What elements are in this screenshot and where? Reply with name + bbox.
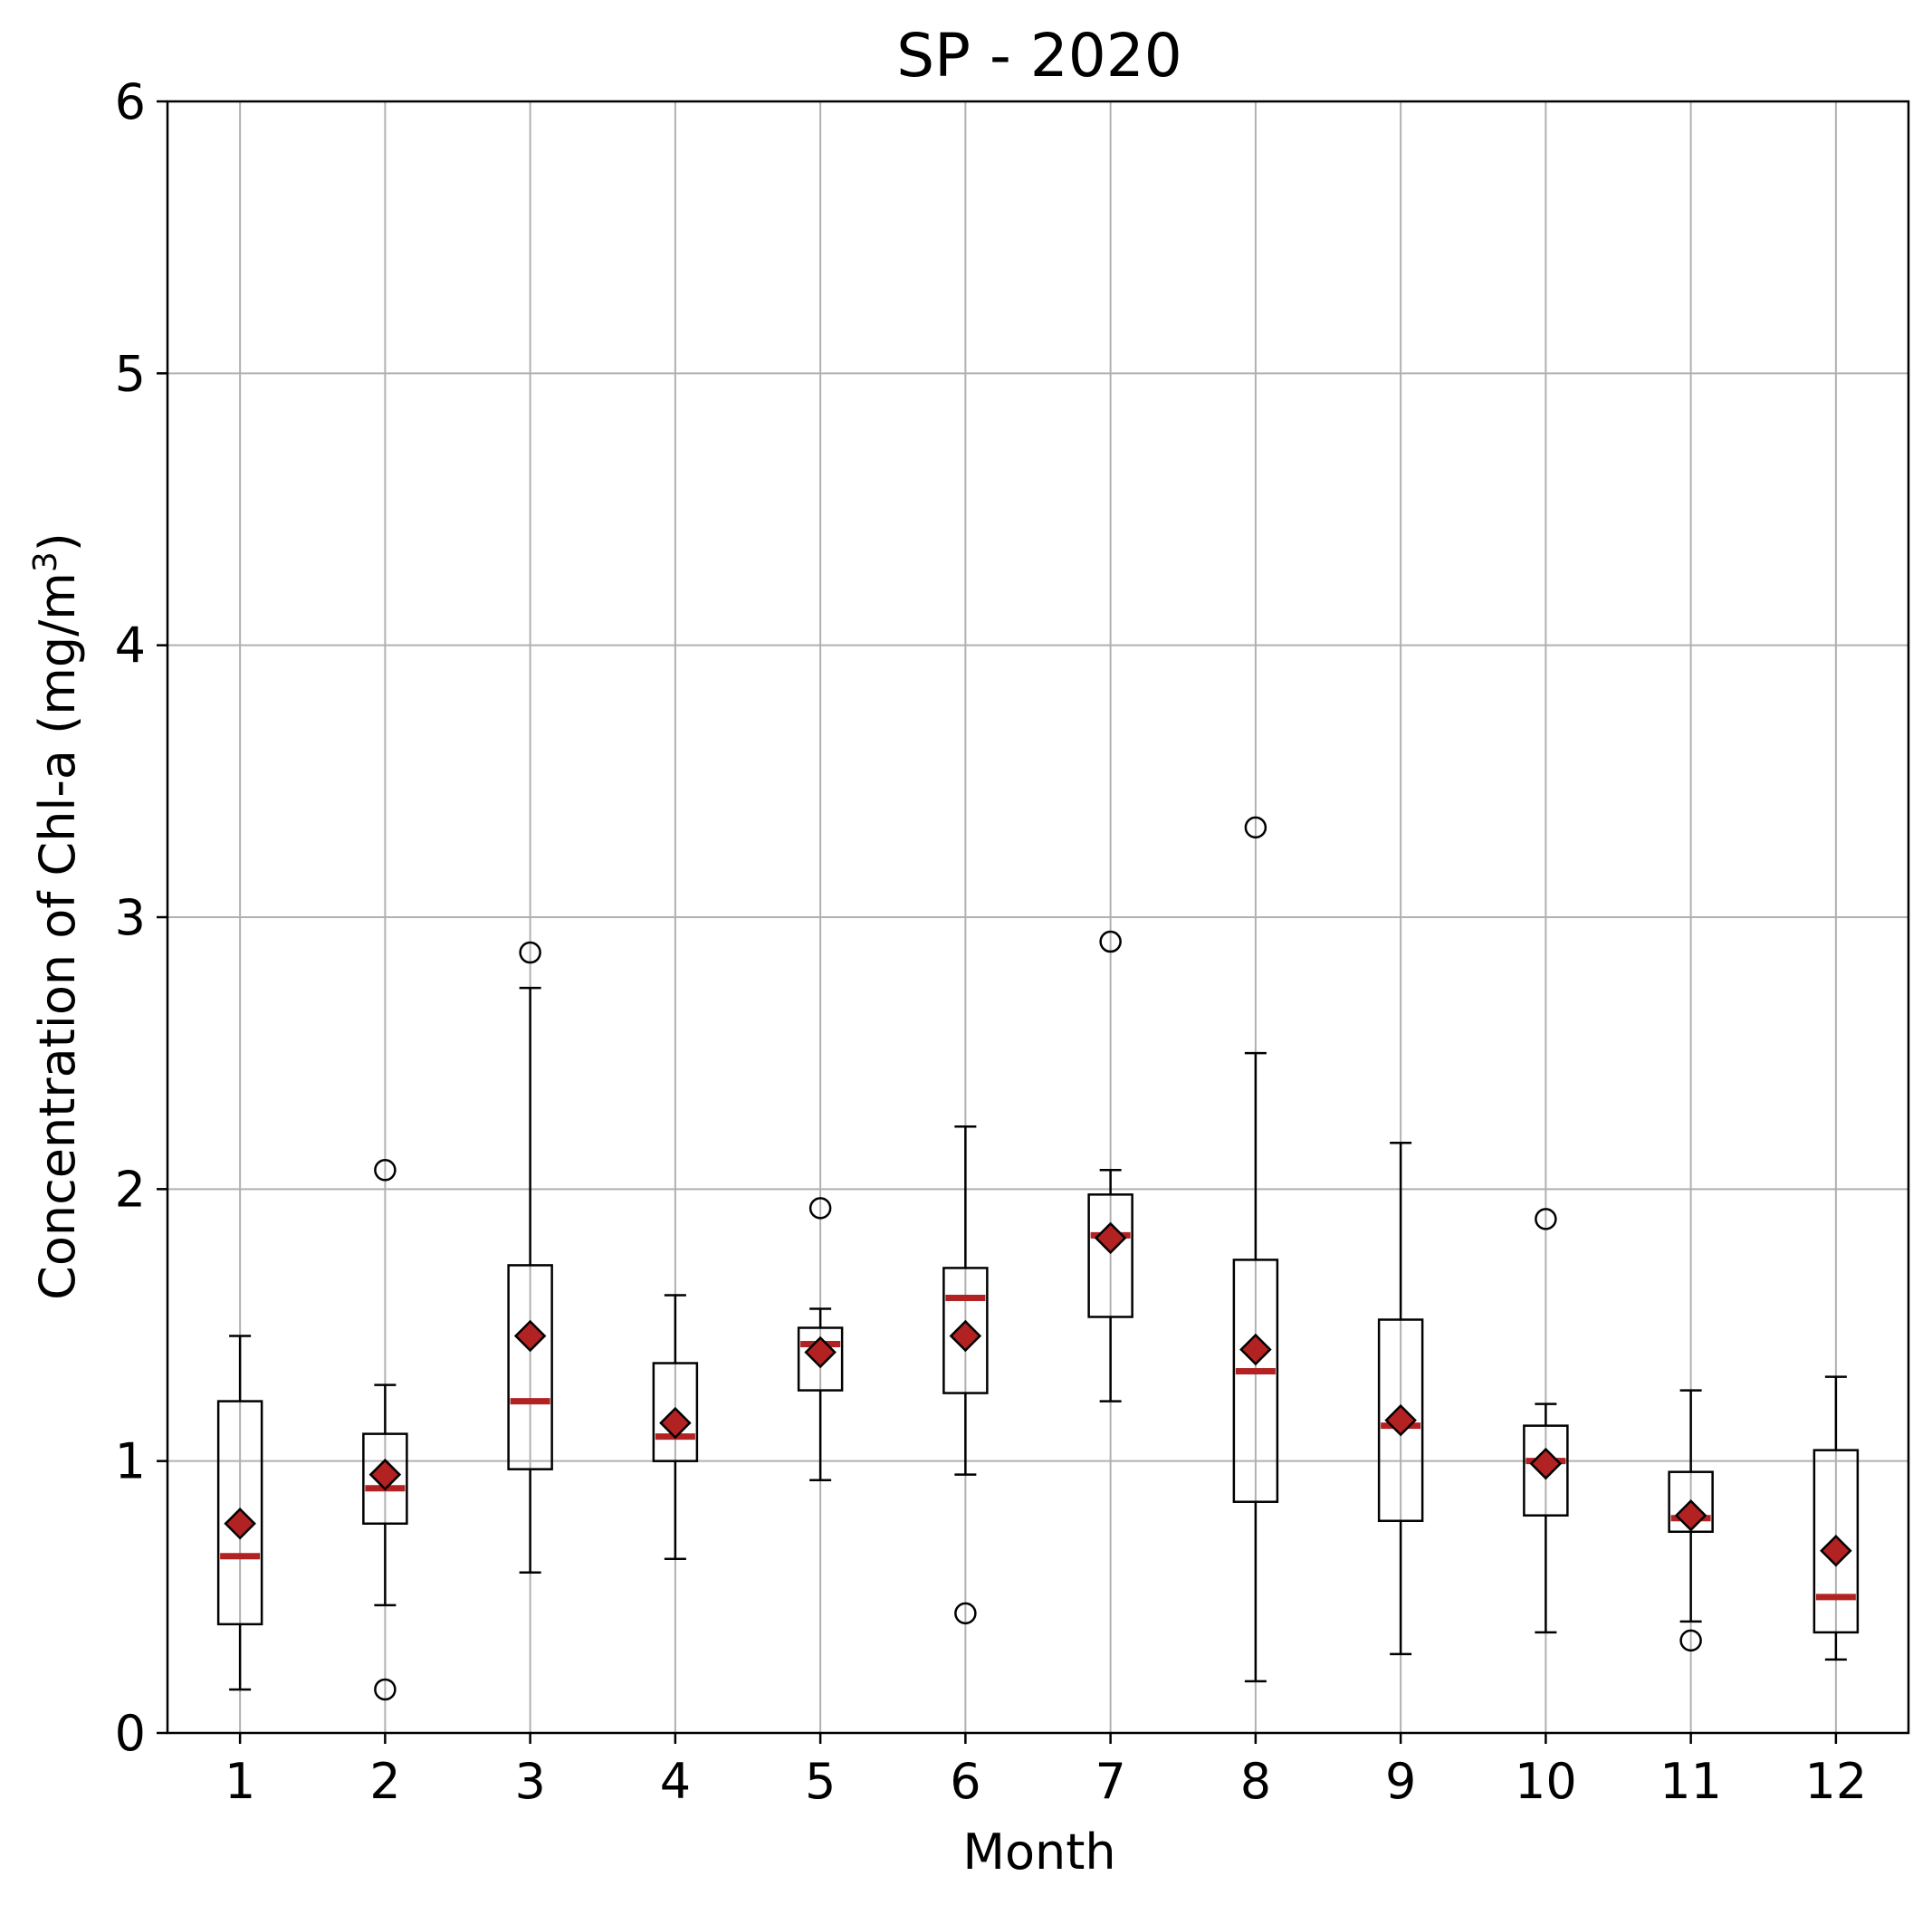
box-month-11 (1668, 1389, 1714, 1652)
iqr-box (942, 1267, 989, 1394)
y-tick-label: 5 (115, 345, 146, 402)
x-tick-label: 7 (1095, 1753, 1125, 1810)
iqr-box (362, 1432, 408, 1525)
x-axis-label: Month (962, 1824, 1115, 1881)
box-month-10 (1523, 1208, 1569, 1634)
y-tick-label: 1 (115, 1433, 146, 1490)
x-tick-label: 11 (1659, 1753, 1722, 1810)
y-tick-label: 2 (115, 1161, 146, 1218)
chart-title: SP - 2020 (896, 21, 1181, 91)
x-tick-label: 4 (660, 1753, 691, 1810)
box-month-12 (1812, 1375, 1860, 1661)
mean-marker (1384, 1403, 1417, 1437)
box-month-6 (942, 1125, 989, 1625)
mean-marker (804, 1335, 837, 1369)
y-tick-label: 4 (115, 617, 146, 675)
box-month-2 (362, 1159, 408, 1701)
x-tick-label: 8 (1240, 1753, 1271, 1810)
iqr-box (797, 1326, 844, 1392)
box-layer (216, 816, 1860, 1701)
y-axis-label: Concentration of Chl-a (mg/m3) (27, 532, 87, 1300)
mean-marker (1239, 1333, 1272, 1366)
mean-marker (1529, 1447, 1563, 1480)
box-month-9 (1377, 1142, 1424, 1656)
box-month-3 (507, 941, 553, 1575)
y-tick-label: 6 (115, 73, 146, 130)
iqr-box (1523, 1424, 1569, 1517)
iqr-box (1377, 1318, 1424, 1522)
mean-marker (368, 1458, 402, 1491)
box-month-1 (216, 1335, 263, 1691)
box-month-7 (1087, 930, 1133, 1402)
y-tick-label: 3 (115, 889, 146, 946)
outlier-point (808, 1197, 832, 1220)
iqr-box (216, 1400, 263, 1626)
x-tick-label: 6 (950, 1753, 980, 1810)
iqr-box (652, 1362, 699, 1462)
outlier-point (954, 1602, 977, 1625)
iqr-box (1812, 1449, 1860, 1634)
y-axis-label-close: ) (29, 532, 86, 551)
mean-marker (1674, 1498, 1707, 1532)
mean-marker (949, 1319, 982, 1353)
y-tick-label: 0 (115, 1705, 146, 1762)
x-tick-label: 12 (1805, 1753, 1868, 1810)
mean-marker (1820, 1535, 1852, 1567)
iqr-box (1087, 1193, 1133, 1318)
outlier-point (1244, 816, 1267, 839)
box-month-5 (797, 1197, 844, 1481)
outlier-point (1535, 1208, 1557, 1230)
x-tick-label: 2 (369, 1753, 400, 1810)
outlier-point (519, 941, 541, 964)
box-month-8 (1232, 816, 1279, 1683)
iqr-box (507, 1264, 553, 1470)
outlier-point (374, 1678, 397, 1701)
x-tick-label: 5 (805, 1753, 836, 1810)
x-tick-label: 1 (225, 1753, 255, 1810)
iqr-box (1668, 1470, 1714, 1534)
mean-marker (224, 1507, 256, 1540)
mean-marker (1094, 1221, 1127, 1255)
y-axis-label-main: Concentration of Chl-a (mg/m (29, 572, 86, 1300)
y-axis-label-superscript: 3 (27, 551, 64, 572)
mean-marker (513, 1319, 547, 1353)
outlier-point (1099, 930, 1122, 953)
x-tick-label: 10 (1515, 1753, 1577, 1810)
iqr-box (1232, 1259, 1279, 1503)
x-tick-label: 3 (514, 1753, 545, 1810)
outlier-point (1679, 1629, 1702, 1652)
box-month-4 (652, 1294, 699, 1561)
mean-marker (659, 1406, 692, 1440)
outlier-point (374, 1159, 397, 1182)
x-tick-label: 9 (1385, 1753, 1416, 1810)
